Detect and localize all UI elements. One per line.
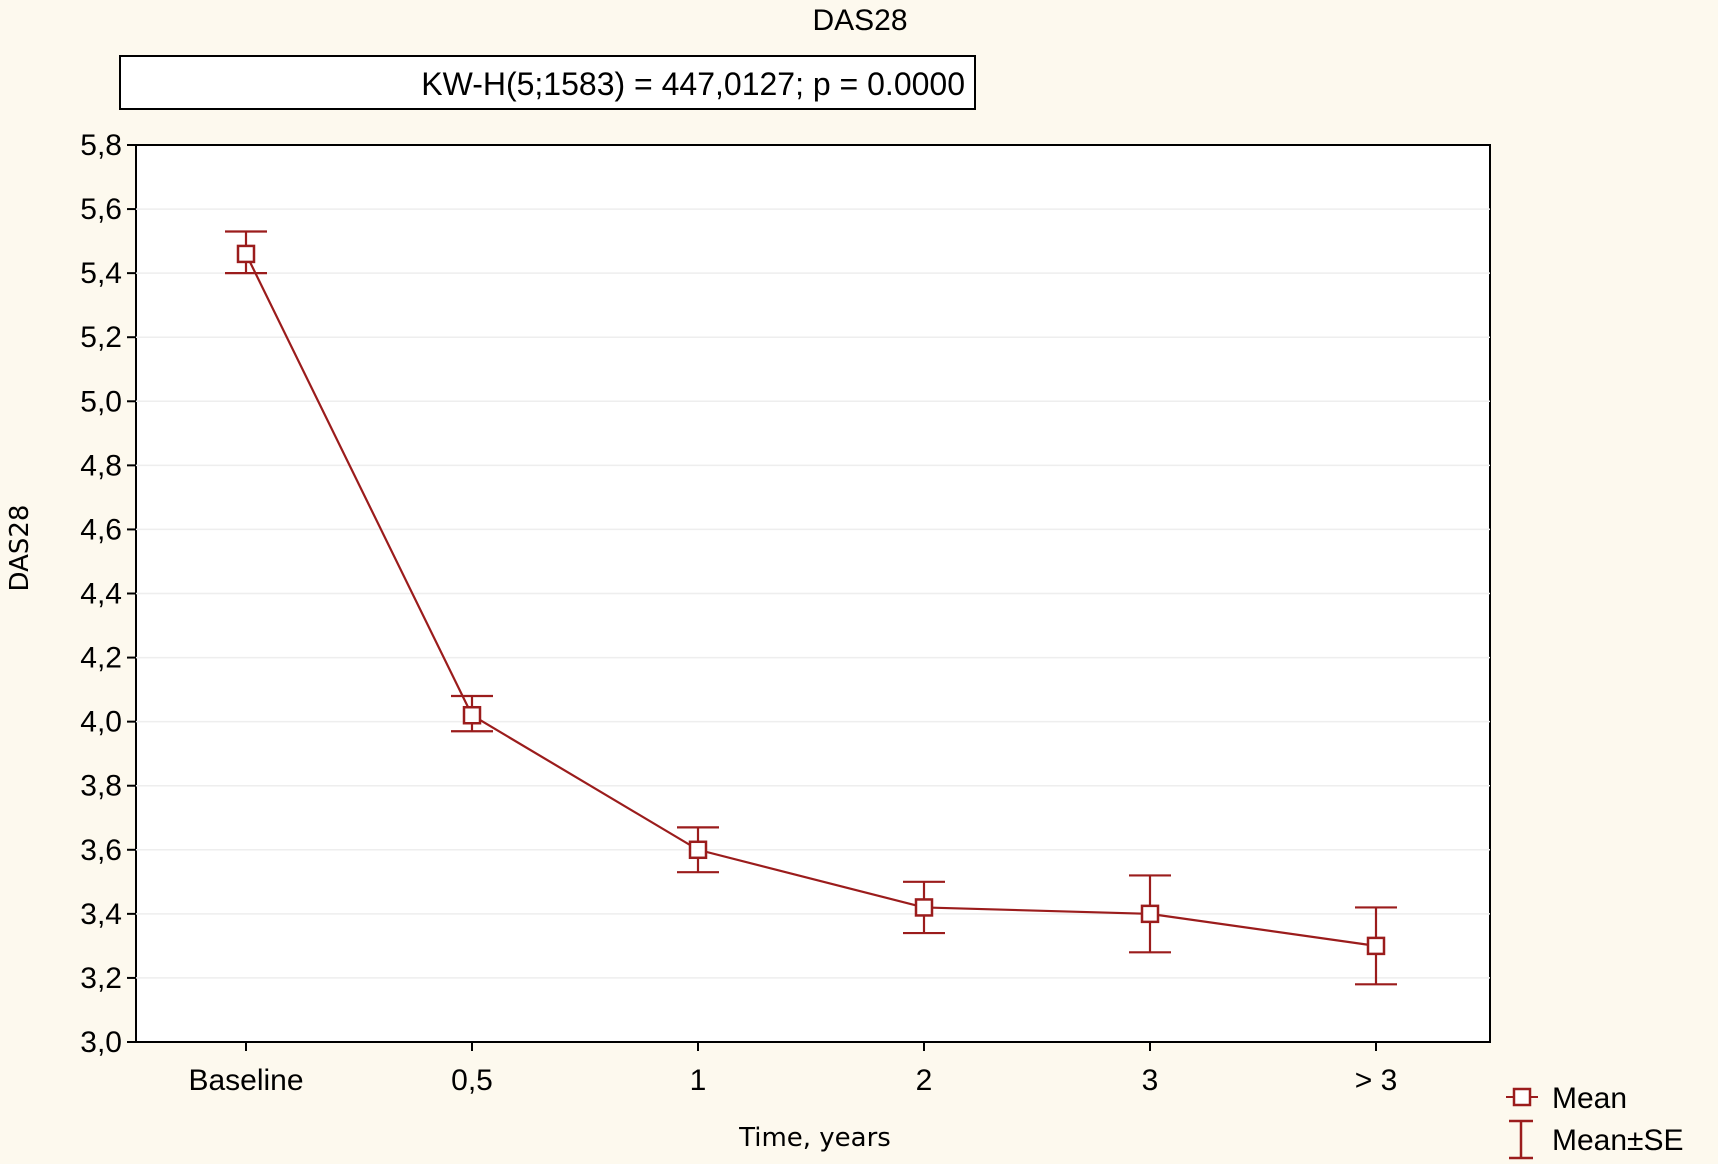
y-tick-label: 3,0 bbox=[80, 1026, 122, 1059]
mean-point bbox=[1366, 936, 1386, 956]
y-axis-label: DAS28 bbox=[5, 505, 35, 592]
grid-lines bbox=[136, 208, 1490, 979]
y-tick-label: 4,8 bbox=[80, 449, 122, 482]
chart-title: DAS28 bbox=[812, 4, 907, 37]
x-axis-label: Time, years bbox=[738, 1123, 891, 1153]
x-tick-label: 1 bbox=[690, 1064, 707, 1097]
legend-item-mean-se: Mean±SE bbox=[1509, 1119, 1684, 1160]
x-axis: Baseline 0,5 1 2 3 > 3 bbox=[188, 1042, 1397, 1097]
y-tick-label: 3,6 bbox=[80, 834, 122, 867]
y-tick-label: 5,4 bbox=[80, 257, 122, 290]
x-tick-label: 2 bbox=[916, 1064, 933, 1097]
legend-mean-label: Mean bbox=[1552, 1082, 1627, 1115]
series-line bbox=[245, 253, 1377, 947]
y-tick-label: 5,2 bbox=[80, 321, 122, 354]
stat-box: KW-H(5;1583) = 447,0127; p = 0.0000 bbox=[119, 55, 976, 110]
legend-item-mean: Mean bbox=[1506, 1082, 1627, 1115]
y-tick-label: 3,8 bbox=[80, 770, 122, 803]
y-tick-label: 5,0 bbox=[80, 385, 122, 418]
x-tick-label: 0,5 bbox=[451, 1064, 493, 1097]
y-axis: 3,0 3,2 3,4 3,6 3,8 4,0 4,2 4,4 4,6 4,8 5,0 5,2 5,4 5… bbox=[80, 129, 136, 1059]
x-tick-label: Baseline bbox=[188, 1064, 303, 1097]
legend: Mean Mean±SE bbox=[1506, 1082, 1684, 1160]
mean-point bbox=[1140, 904, 1160, 924]
stat-box-frame bbox=[119, 55, 976, 110]
legend-mean-marker bbox=[1512, 1087, 1532, 1107]
y-tick-label: 4,0 bbox=[80, 706, 122, 739]
x-tick-label: > 3 bbox=[1355, 1064, 1398, 1097]
mean-point bbox=[462, 705, 482, 725]
mean-point bbox=[914, 898, 934, 917]
legend-mean-se-label: Mean±SE bbox=[1552, 1124, 1684, 1157]
y-tick-label: 3,4 bbox=[80, 898, 122, 931]
series-mean bbox=[225, 230, 1397, 986]
y-tick-label: 4,2 bbox=[80, 642, 122, 675]
stat-box-text: KW-H(5;1583) = 447,0127; p = 0.0000 bbox=[421, 66, 965, 102]
y-tick-label: 5,8 bbox=[80, 129, 122, 162]
y-tick-label: 4,6 bbox=[80, 513, 122, 546]
y-tick-label: 3,2 bbox=[80, 962, 122, 995]
mean-point bbox=[236, 244, 256, 264]
mean-point bbox=[688, 840, 708, 860]
x-tick-label: 3 bbox=[1142, 1064, 1159, 1097]
y-tick-label: 4,4 bbox=[80, 578, 122, 611]
y-tick-label: 5,6 bbox=[80, 193, 122, 226]
